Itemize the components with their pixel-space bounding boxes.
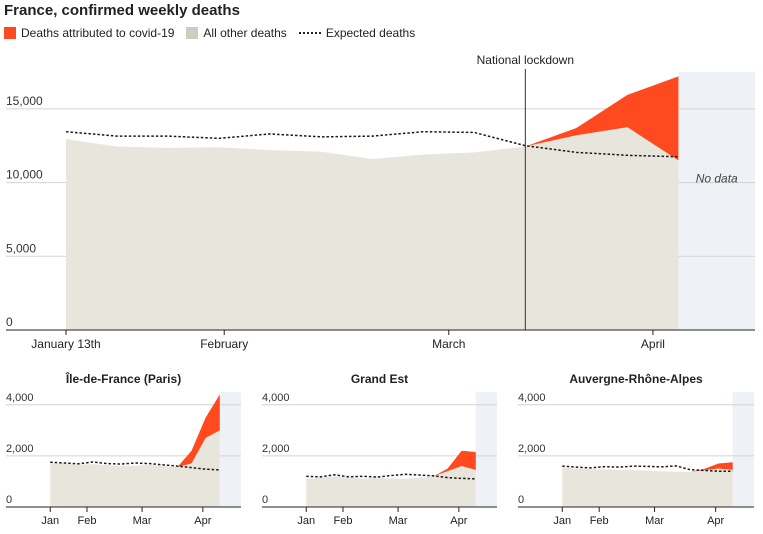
y-tick-label: 0 — [262, 494, 268, 506]
subplot-title: Auvergne-Rhône-Alpes — [569, 372, 703, 386]
no-data-region — [678, 72, 755, 330]
y-tick-label: 0 — [6, 315, 13, 329]
x-tick-label: Jan — [553, 515, 571, 527]
other-deaths-area — [562, 467, 733, 507]
expected-deaths-line — [65, 130, 679, 158]
y-tick-label: 15,000 — [6, 94, 43, 108]
y-tick-label: 2,000 — [262, 443, 290, 455]
x-tick-label: Apr — [450, 515, 467, 527]
x-tick-label: Mar — [389, 515, 408, 527]
expected-deaths-line — [562, 465, 733, 472]
legend-label-other: All other deaths — [203, 26, 287, 40]
y-tick-label: 4,000 — [262, 392, 290, 404]
x-tick-label: Jan — [297, 515, 315, 527]
legend-label-covid: Deaths attributed to covid-19 — [21, 26, 175, 40]
x-tick-label: Feb — [333, 515, 352, 527]
subplot-title: Grand Est — [351, 372, 408, 386]
legend-swatch-other — [186, 27, 199, 39]
legend-item-other: All other deaths — [186, 26, 287, 40]
y-tick-label: 5,000 — [6, 241, 36, 255]
expected-deaths-line — [50, 461, 220, 471]
x-tick-label: Mar — [133, 515, 152, 527]
other-deaths-area — [50, 430, 220, 507]
no-data-region — [475, 392, 497, 507]
legend-label-expected: Expected deaths — [325, 26, 416, 40]
no-data-region — [219, 392, 241, 507]
x-tick-label: March — [432, 337, 465, 351]
legend-swatch-covid — [4, 27, 16, 39]
x-tick-label: Mar — [645, 515, 664, 527]
y-tick-label: 10,000 — [6, 168, 43, 182]
x-tick-label: January 13th — [31, 337, 100, 351]
chart-title: France, confirmed weekly deaths — [4, 2, 240, 19]
y-tick-label: 2,000 — [518, 443, 546, 455]
y-tick-label: 0 — [6, 494, 12, 506]
y-tick-label: 2,000 — [6, 443, 34, 455]
lockdown-label: National lockdown — [477, 53, 574, 67]
y-tick-label: 4,000 — [518, 392, 546, 404]
x-tick-label: Feb — [77, 515, 96, 527]
x-tick-label: Apr — [194, 515, 211, 527]
x-tick-label: April — [641, 337, 665, 351]
y-tick-label: 0 — [518, 494, 524, 506]
legend-item-covid: Deaths attributed to covid-19 — [4, 26, 174, 40]
legend: Deaths attributed to covid-19 All other … — [4, 26, 415, 40]
no-data-label: No data — [696, 172, 738, 186]
no-data-region — [732, 392, 754, 507]
legend-item-expected: Expected deaths — [298, 26, 416, 40]
y-tick-label: 4,000 — [6, 392, 34, 404]
x-tick-label: Feb — [590, 515, 609, 527]
expected-deaths-line — [306, 473, 476, 480]
x-tick-label: February — [200, 337, 248, 351]
subplot-title: Île-de-France (Paris) — [65, 371, 181, 386]
main-chart: 0 5,000 10,000 15,000 January 13th February Ma… — [6, 53, 755, 351]
x-tick-label: Apr — [707, 515, 724, 527]
legend-swatch-expected — [298, 32, 321, 34]
x-tick-label: Jan — [41, 515, 59, 527]
